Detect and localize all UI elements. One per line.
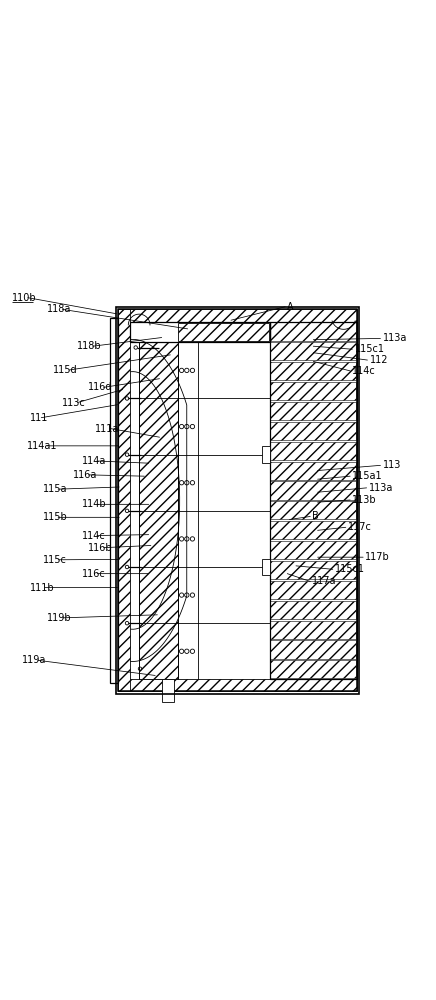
Text: 116a: 116a (73, 470, 97, 480)
Text: 113a: 113a (369, 483, 393, 493)
Text: 110b: 110b (12, 293, 37, 303)
Text: 119b: 119b (47, 613, 72, 623)
Text: 118a: 118a (47, 304, 71, 314)
Text: 119a: 119a (22, 655, 47, 665)
Text: 113a: 113a (383, 333, 407, 343)
Bar (270, 322, 357, 679)
Text: 115d: 115d (53, 365, 78, 375)
Text: 111b: 111b (30, 583, 54, 593)
Bar (139, 322, 178, 679)
Bar (130, 322, 270, 342)
Bar (118, 309, 357, 691)
Text: 111: 111 (30, 413, 48, 423)
Text: 118b: 118b (77, 341, 102, 351)
Text: 114a: 114a (82, 456, 106, 466)
Bar (270, 362, 356, 380)
Bar (118, 309, 130, 691)
Bar (270, 640, 356, 659)
Text: 116c: 116c (82, 569, 105, 579)
Bar (178, 323, 269, 341)
Text: 113c: 113c (62, 398, 86, 408)
Text: 114a1: 114a1 (27, 441, 58, 451)
Bar (116, 307, 359, 694)
Text: 117a: 117a (313, 576, 337, 586)
Text: 113b: 113b (352, 495, 377, 505)
Text: B: B (313, 511, 319, 521)
Text: 116b: 116b (88, 543, 112, 553)
Bar (270, 402, 356, 420)
Text: 117c: 117c (348, 522, 372, 532)
Text: 117b: 117b (365, 552, 390, 562)
Bar (262, 446, 270, 463)
Text: 115a: 115a (43, 484, 67, 494)
Text: 116d: 116d (88, 382, 112, 392)
Text: 114c: 114c (352, 366, 376, 376)
Bar (270, 621, 356, 639)
Bar (270, 501, 356, 519)
Bar (270, 561, 356, 579)
Text: 114c: 114c (82, 531, 105, 541)
Text: 112: 112 (370, 355, 388, 365)
Bar (118, 679, 357, 691)
Bar (270, 541, 356, 559)
Text: 115c1: 115c1 (354, 344, 385, 354)
Bar (110, 318, 118, 683)
Bar (270, 660, 356, 678)
Bar (270, 422, 356, 440)
Bar (270, 481, 356, 500)
Bar (270, 442, 356, 460)
Bar (270, 322, 356, 341)
Text: 115a1: 115a1 (352, 471, 383, 481)
Text: 111a: 111a (95, 424, 119, 434)
Text: 113: 113 (383, 460, 401, 470)
Text: 115c: 115c (43, 555, 66, 565)
Text: 114b: 114b (82, 499, 106, 509)
Bar (270, 601, 356, 619)
Bar (270, 462, 356, 480)
Bar (270, 521, 356, 539)
Bar (262, 559, 270, 575)
Text: 115b: 115b (43, 512, 67, 522)
Bar (162, 679, 174, 702)
Bar (118, 309, 357, 322)
Bar (270, 382, 356, 400)
Text: A: A (287, 302, 294, 312)
Bar (270, 342, 356, 360)
Bar (270, 581, 356, 599)
Text: 115c1: 115c1 (335, 564, 365, 574)
